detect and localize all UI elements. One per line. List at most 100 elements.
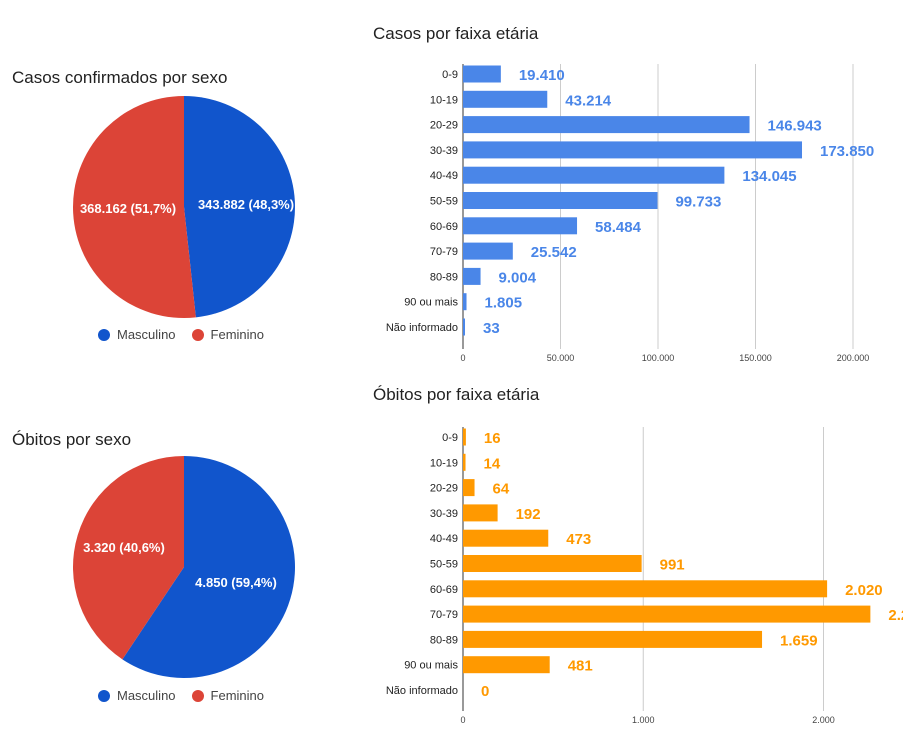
obitos-faixa-x-tick-label: 1.000 (632, 715, 655, 725)
casos-sexo-slice-masculino (184, 96, 296, 318)
bar-chart-obitos-faixa: 0 1.000 2.000 0-9 16 10-19 14 20-29 64 30-39 192 40… (386, 427, 903, 725)
obitos-faixa-value-label: 2.260 (888, 607, 903, 624)
obitos-faixa-bar (463, 656, 550, 674)
obitos-faixa-bar (463, 479, 475, 497)
obitos-faixa-category-label: 40-49 (430, 533, 458, 545)
obitos-faixa-value-label: 2.020 (845, 582, 883, 599)
legend-item-masculino: Masculino (98, 327, 176, 342)
casos-faixa-bar (463, 141, 803, 159)
casos-faixa-bar (463, 267, 481, 285)
obitos-faixa-value-label: 192 (516, 506, 541, 523)
casos-sexo-slice-feminino (73, 96, 196, 318)
casos-faixa-bar (463, 116, 750, 134)
casos-faixa-value-label: 33 (483, 320, 500, 337)
obitos-faixa-value-label: 473 (566, 531, 591, 548)
obitos-faixa-category-label: 0-9 (442, 432, 458, 444)
obitos-faixa-value-label: 64 (493, 481, 510, 498)
obitos-faixa-category-label: 70-79 (430, 609, 458, 621)
obitos-faixa-category-label: 20-29 (430, 483, 458, 495)
obitos-faixa-category-label: Não informado (386, 685, 458, 697)
casos-faixa-value-label: 146.943 (768, 118, 822, 135)
obitos-sexo-slice-masculino (122, 456, 296, 678)
obitos-faixa-category-label: 90 ou mais (404, 660, 458, 672)
legend-swatch-feminino-obitos (191, 689, 204, 702)
obitos-sexo-slice-feminino (73, 456, 184, 660)
obitos-faixa-category-label: 60-69 (430, 584, 458, 596)
casos-faixa-value-label: 134.045 (742, 168, 796, 185)
obitos-faixa-value-label: 991 (660, 557, 685, 574)
casos-faixa-category-label: 90 ou mais (404, 297, 458, 309)
casos-faixa-value-label: 58.484 (595, 219, 642, 236)
casos-faixa-value-label: 173.850 (820, 143, 874, 160)
casos-faixa-bar (463, 217, 578, 235)
obitos-faixa-bar (463, 428, 466, 446)
legend-swatch-masculino (98, 328, 110, 341)
casos-faixa-bar (463, 166, 725, 184)
casos-faixa-x-tick-label: 50.000 (547, 353, 575, 363)
casos-faixa-value-label: 9.004 (499, 269, 537, 286)
bar-chart-casos-faixa: 0 50.000 100.000 150.000 200.000 0-9 19.410 10-… (386, 64, 874, 363)
casos-faixa-bar (463, 65, 501, 83)
chart-title-casos-faixa: Casos por faixa etária (373, 24, 539, 43)
legend-swatch-masculino-obitos (98, 689, 110, 702)
casos-faixa-bar (463, 293, 467, 311)
legend-label-masculino: Masculino (117, 327, 176, 342)
legend-item-masculino-obitos: Masculino (98, 688, 176, 703)
obitos-faixa-bar (463, 504, 498, 522)
casos-faixa-category-label: 50-59 (430, 196, 458, 208)
obitos-faixa-value-label: 14 (484, 455, 501, 472)
casos-faixa-value-label: 19.410 (519, 67, 565, 84)
obitos-faixa-category-label: 30-39 (430, 508, 458, 520)
casos-faixa-category-label: 30-39 (430, 145, 458, 157)
casos-faixa-category-label: 0-9 (442, 69, 458, 81)
casos-faixa-value-label: 43.214 (565, 92, 612, 109)
casos-faixa-category-label: 10-19 (430, 94, 458, 106)
obitos-faixa-category-label: 80-89 (430, 634, 458, 646)
obitos-faixa-bar (463, 453, 466, 471)
obitos-faixa-bar (463, 555, 642, 572)
casos-faixa-x-tick-label: 200.000 (837, 353, 870, 363)
obitos-faixa-bar (463, 580, 828, 598)
obitos-faixa-bar (463, 605, 871, 623)
casos-faixa-x-tick-label: 0 (460, 353, 465, 363)
casos-faixa-category-label: 40-49 (430, 170, 458, 182)
obitos-faixa-value-label: 1.659 (780, 632, 818, 649)
casos-faixa-category-label: 20-29 (430, 120, 458, 132)
casos-faixa-category-label: 60-69 (430, 221, 458, 233)
legend-swatch-feminino (191, 328, 204, 341)
obitos-faixa-value-label: 16 (484, 430, 501, 447)
casos-faixa-category-label: Não informado (386, 322, 458, 334)
obitos-faixa-x-tick-label: 2.000 (812, 715, 835, 725)
obitos-faixa-bar (463, 529, 549, 547)
obitos-faixa-category-label: 50-59 (430, 559, 458, 571)
casos-faixa-bar (463, 90, 548, 108)
legend-label-masculino-obitos: Masculino (117, 688, 176, 703)
casos-faixa-x-tick-label: 150.000 (739, 353, 772, 363)
chart-title-obitos-sexo: Óbitos por sexo (12, 430, 132, 449)
legend-label-feminino: Feminino (210, 327, 264, 342)
chart-title-obitos-faixa: Óbitos por faixa etária (373, 385, 540, 404)
casos-faixa-value-label: 1.805 (485, 295, 523, 312)
legend-item-feminino-obitos: Feminino (191, 688, 264, 703)
casos-sexo-slice-label-feminino: 368.162 (51,7%) (80, 201, 176, 216)
obitos-sexo-slice-label-masculino: 4.850 (59,4%) (195, 575, 277, 590)
legend-obitos-sexo: Masculino Feminino (98, 688, 274, 703)
pie-chart-obitos-sexo: 4.850 (59,4%) 3.320 (40,6%) (73, 456, 296, 678)
legend-item-feminino: Feminino (191, 327, 264, 342)
obitos-faixa-category-label: 10-19 (430, 457, 458, 469)
casos-faixa-bar (463, 318, 465, 336)
obitos-sexo-slice-label-feminino: 3.320 (40,6%) (83, 540, 165, 555)
casos-sexo-slice-label-masculino: 343.882 (48,3%) (198, 197, 294, 212)
casos-faixa-category-label: 70-79 (430, 246, 458, 258)
casos-faixa-value-label: 25.542 (531, 244, 577, 261)
obitos-faixa-value-label: 481 (568, 658, 593, 675)
chart-title-casos-sexo: Casos confirmados por sexo (12, 68, 228, 87)
casos-faixa-category-label: 80-89 (430, 271, 458, 283)
casos-faixa-value-label: 99.733 (675, 194, 721, 211)
obitos-faixa-x-tick-label: 0 (460, 715, 465, 725)
casos-faixa-bar (463, 242, 513, 260)
legend-casos-sexo: Masculino Feminino (98, 327, 274, 342)
casos-faixa-x-tick-label: 100.000 (642, 353, 675, 363)
casos-faixa-bar (463, 192, 658, 209)
obitos-faixa-bar (463, 630, 763, 648)
